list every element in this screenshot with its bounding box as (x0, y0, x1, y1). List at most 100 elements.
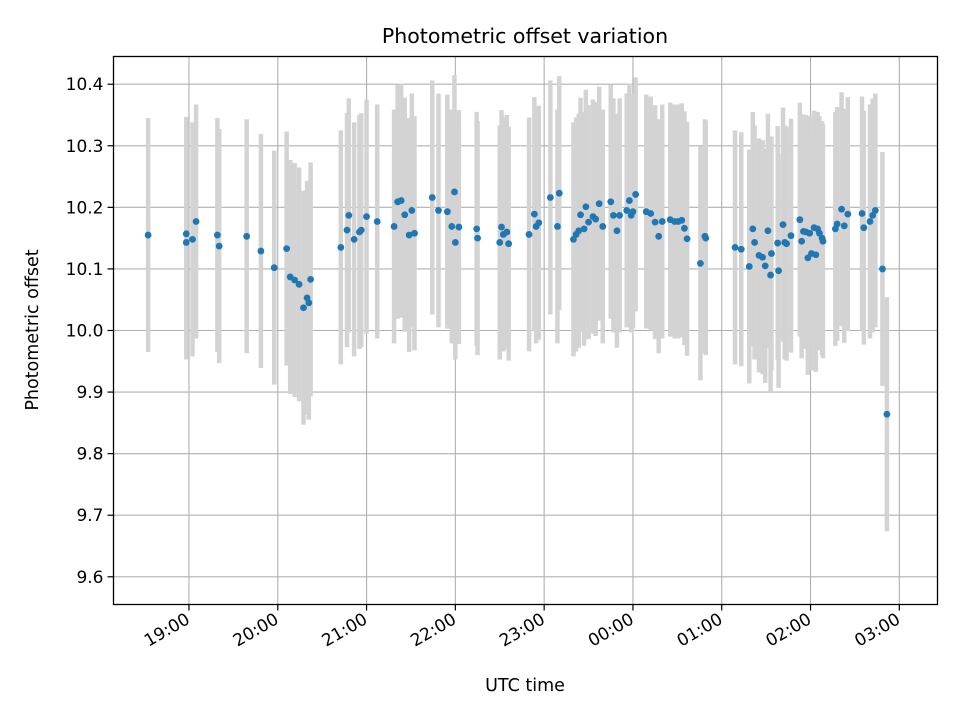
data-point (448, 223, 456, 230)
data-point (625, 197, 633, 204)
data-point (345, 211, 353, 219)
data-point (305, 299, 313, 307)
data-point (787, 232, 795, 240)
data-point (270, 264, 278, 272)
data-point (806, 229, 814, 237)
data-point (767, 271, 774, 279)
data-point (647, 210, 655, 217)
data-point (144, 231, 152, 239)
data-point (796, 216, 804, 224)
data-point (257, 247, 265, 255)
data-point (632, 191, 640, 198)
data-point (764, 227, 772, 235)
data-point (498, 223, 505, 231)
data-point (783, 240, 790, 248)
data-point (678, 216, 686, 224)
data-point (775, 267, 782, 275)
data-point (655, 232, 663, 240)
data-point (883, 410, 891, 418)
data-point (575, 227, 583, 235)
data-point (525, 231, 533, 238)
y-tick-label: 10.4 (66, 75, 104, 95)
data-point (535, 219, 543, 227)
data-point (819, 237, 827, 245)
data-point (585, 218, 592, 226)
data-point (592, 215, 600, 223)
data-point (681, 224, 688, 232)
y-tick-label: 9.7 (76, 506, 103, 526)
data-point (658, 218, 666, 225)
data-point (408, 207, 416, 214)
data-point (307, 275, 315, 283)
data-point (390, 223, 398, 230)
data-point (189, 235, 196, 243)
data-point (759, 253, 766, 261)
data-point (749, 225, 757, 233)
data-point (582, 203, 590, 211)
data-point (343, 226, 351, 234)
data-point (473, 225, 481, 233)
data-point (546, 194, 554, 201)
data-point (613, 227, 621, 235)
y-tick-label: 9.6 (76, 568, 103, 588)
y-tick-label: 10.3 (66, 137, 104, 157)
data-point (428, 194, 436, 201)
data-point (503, 228, 511, 236)
data-point (474, 234, 481, 242)
data-point (555, 189, 563, 197)
data-point (779, 221, 787, 228)
data-point (401, 211, 409, 219)
data-point (215, 242, 223, 250)
data-point (866, 218, 874, 225)
data-point (373, 218, 381, 225)
data-point (697, 259, 704, 267)
data-point (182, 239, 190, 246)
data-point (833, 220, 841, 228)
data-point (702, 234, 710, 242)
data-point (411, 229, 418, 237)
data-point (530, 210, 538, 218)
data-point (840, 222, 848, 230)
data-point (607, 198, 615, 206)
y-axis-label: Photometric offset (23, 249, 43, 410)
data-point (337, 243, 345, 251)
data-point (577, 211, 584, 219)
data-point (616, 211, 624, 219)
data-point (283, 245, 291, 253)
data-point (554, 223, 561, 230)
data-point (295, 280, 303, 288)
data-point (595, 200, 603, 208)
data-point (844, 210, 852, 218)
data-point (192, 218, 200, 225)
data-point (405, 231, 413, 239)
x-axis-label: UTC time (485, 676, 565, 696)
data-point (774, 239, 782, 247)
y-tick-label: 9.8 (76, 445, 103, 465)
data-point (300, 304, 307, 312)
data-point (599, 223, 607, 230)
data-point (451, 188, 458, 196)
data-point (455, 223, 463, 231)
data-point (629, 208, 637, 216)
data-point (435, 207, 442, 214)
data-points (144, 188, 891, 418)
data-point (357, 226, 365, 234)
data-point (623, 207, 631, 214)
data-point (397, 197, 405, 204)
data-point (683, 235, 691, 243)
data-point (243, 232, 251, 240)
data-point (350, 235, 358, 243)
data-point (496, 239, 504, 246)
y-tick-label: 10.1 (66, 260, 104, 280)
data-point (858, 210, 866, 217)
data-point (798, 237, 806, 245)
chart-title: Photometric offset variation (382, 24, 668, 48)
data-point (443, 208, 451, 216)
data-point (651, 218, 659, 226)
data-point (745, 263, 753, 270)
data-point (505, 240, 513, 248)
data-point (838, 205, 846, 213)
data-point (610, 211, 617, 219)
data-point (761, 262, 769, 270)
